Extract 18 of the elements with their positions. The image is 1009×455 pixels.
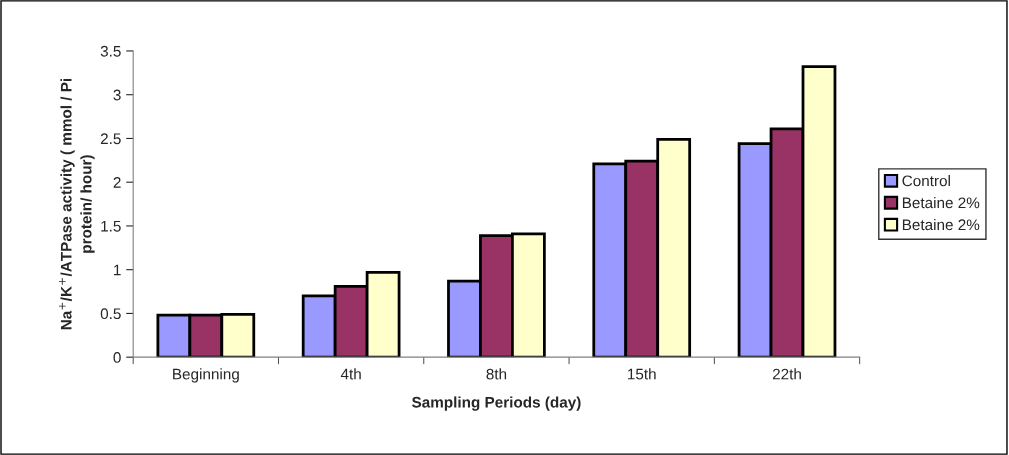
y-tick-label: 3.5 <box>100 45 121 57</box>
x-tick-label: 22th <box>772 368 801 380</box>
x-tick-label: 15th <box>628 368 656 380</box>
y-tick-label: 2 <box>113 177 121 188</box>
y-tick-label: 2.5 <box>100 133 121 145</box>
x-tick-label: Beginning <box>173 368 239 383</box>
legend-label: Control <box>902 175 950 187</box>
legend-label: Betaine 2% <box>902 196 980 209</box>
y-tick-label: 1.5 <box>101 220 121 232</box>
y-tick-label: 1 <box>114 264 121 276</box>
y-tick-label: 0 <box>113 352 121 363</box>
x-tick-label: 8th <box>486 368 507 380</box>
x-tick-label: 4th <box>340 368 361 380</box>
y-axis-title: Na$^{+}$/K$^{+}$/ATPase activity ( mmol / Pi protein/ hour) <box>58 78 95 330</box>
y-tick-label: 0.5 <box>100 308 121 320</box>
legend-label: Betaine 2% <box>902 218 980 231</box>
x-axis-title: Sampling Periods (day) <box>411 396 581 411</box>
y-tick-label: 3 <box>113 89 121 101</box>
